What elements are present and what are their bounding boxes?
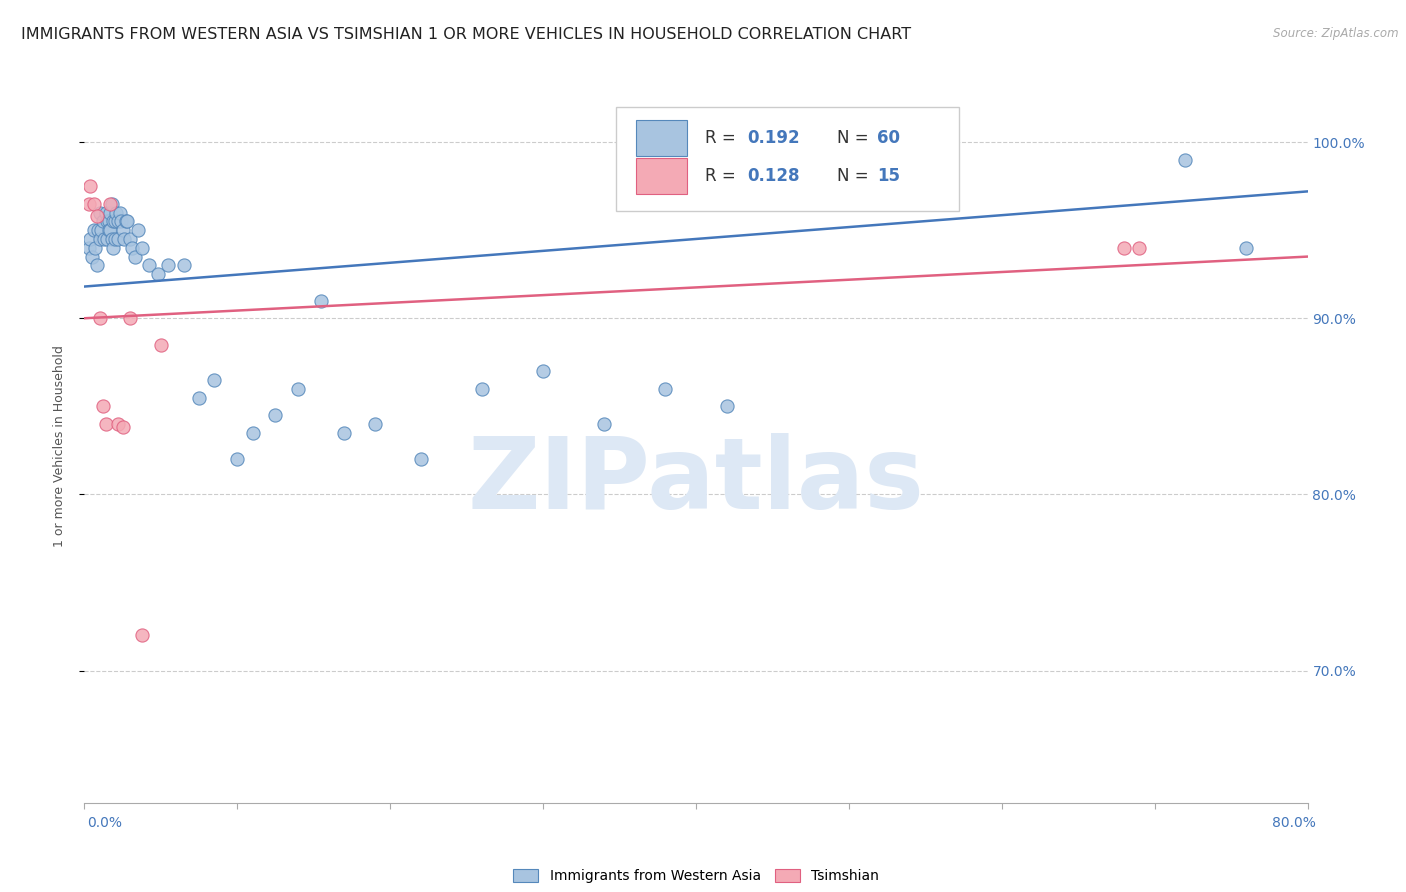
Point [94,417,117,431]
Point [104,214,127,228]
Text: 80.0%: 80.0% [1272,816,1316,830]
Point [96,214,118,228]
Point [120,311,142,326]
Text: N =: N = [837,128,873,146]
Point [93,232,115,246]
Point [83,196,105,211]
Point [96,232,118,246]
Text: 0.128: 0.128 [748,168,800,186]
Point [114,214,136,228]
Point [97,223,120,237]
Point [364,417,387,431]
Point [409,452,432,467]
Point [79,232,101,246]
Text: 15: 15 [877,168,900,186]
Point [115,214,138,228]
Point [157,259,180,273]
Point [149,337,172,351]
Point [124,250,146,264]
Point [146,267,169,281]
Point [91,214,114,228]
Point [127,223,149,237]
Point [89,232,111,246]
FancyBboxPatch shape [636,159,688,194]
Point [77,241,100,255]
Point [108,205,131,219]
Text: R =: R = [704,168,741,186]
Point [1128,241,1150,255]
Point [105,205,128,219]
Point [90,223,112,237]
Point [120,232,142,246]
Point [1114,241,1136,255]
Point [1236,241,1258,255]
Text: ZIPatlas: ZIPatlas [468,434,924,530]
Point [188,391,211,405]
Point [89,205,111,219]
Point [287,382,309,396]
Point [531,364,554,378]
Point [107,417,129,431]
Point [264,408,287,422]
Point [103,241,125,255]
Point [173,259,195,273]
Point [86,209,108,223]
Point [101,196,124,211]
Point [94,205,117,219]
Text: 0.192: 0.192 [748,128,800,146]
Point [79,179,101,194]
Point [226,452,249,467]
Text: R =: R = [704,128,741,146]
Legend: Immigrants from Western Asia, Tsimshian: Immigrants from Western Asia, Tsimshian [508,863,884,888]
Point [89,311,111,326]
Point [107,232,129,246]
FancyBboxPatch shape [636,120,688,155]
Point [80,250,103,264]
Point [83,223,105,237]
Text: IMMIGRANTS FROM WESTERN ASIA VS TSIMSHIAN 1 OR MORE VEHICLES IN HOUSEHOLD CORREL: IMMIGRANTS FROM WESTERN ASIA VS TSIMSHIA… [21,27,911,42]
Point [98,196,121,211]
Text: 60: 60 [877,128,900,146]
Text: 0.0%: 0.0% [87,816,122,830]
Point [97,214,120,228]
Point [77,196,100,211]
Point [91,400,114,414]
Text: N =: N = [837,168,873,186]
Point [593,417,616,431]
Point [112,232,135,246]
Point [131,628,153,642]
Point [716,400,738,414]
Point [1174,153,1197,167]
Point [654,382,676,396]
Point [104,232,127,246]
Point [87,223,110,237]
Point [86,259,108,273]
Point [121,241,143,255]
Point [333,425,356,440]
Point [98,205,121,219]
Point [110,214,132,228]
Point [98,223,121,237]
Point [202,373,225,387]
Point [111,223,134,237]
Point [103,214,125,228]
Point [84,241,107,255]
Point [138,259,160,273]
Text: Source: ZipAtlas.com: Source: ZipAtlas.com [1274,27,1399,40]
Point [311,293,333,308]
Point [131,241,153,255]
Point [471,382,494,396]
Point [101,232,124,246]
Point [242,425,264,440]
Y-axis label: 1 or more Vehicles in Household: 1 or more Vehicles in Household [53,345,66,547]
FancyBboxPatch shape [616,107,959,211]
Point [107,214,129,228]
Point [111,420,134,434]
